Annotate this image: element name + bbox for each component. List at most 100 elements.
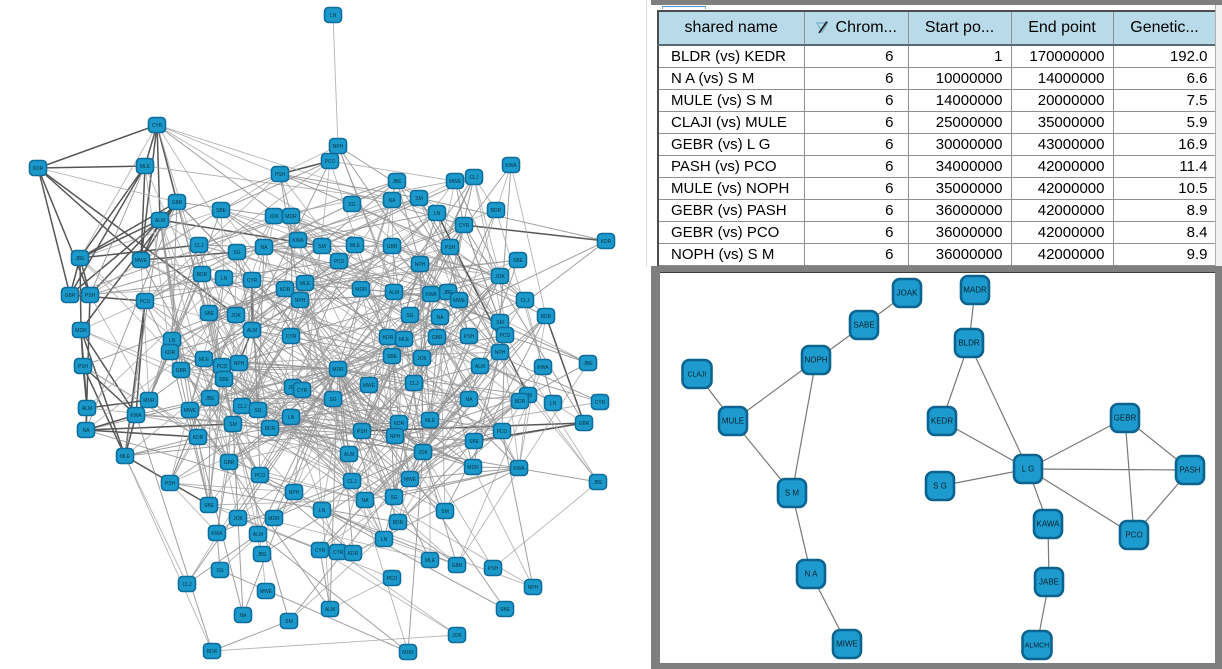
svg-text:KDR: KDR — [383, 335, 394, 341]
svg-text:PSH: PSH — [85, 293, 96, 299]
svg-text:LN: LN — [221, 276, 228, 282]
svg-text:PASH: PASH — [1179, 466, 1200, 475]
svg-text:MWE: MWE — [184, 408, 197, 414]
svg-text:LN: LN — [169, 338, 176, 344]
svg-text:NA: NA — [362, 498, 370, 504]
svg-text:LN: LN — [288, 415, 295, 421]
svg-text:PCO: PCO — [217, 364, 228, 370]
svg-text:N A: N A — [805, 570, 819, 579]
svg-text:GBR: GBR — [387, 244, 398, 250]
svg-text:SG: SG — [348, 202, 355, 208]
svg-text:CLJ: CLJ — [470, 175, 479, 181]
svg-text:JBE: JBE — [392, 179, 402, 185]
svg-text:SBE: SBE — [500, 607, 511, 613]
svg-text:PSH: PSH — [464, 334, 475, 340]
svg-text:KWA: KWA — [537, 365, 549, 371]
svg-text:MIWE: MIWE — [836, 640, 858, 649]
svg-text:KEDR: KEDR — [931, 417, 953, 426]
svg-text:MDR: MDR — [402, 650, 414, 656]
svg-text:MLE: MLE — [199, 357, 210, 363]
svg-text:SG: SG — [233, 250, 240, 256]
svg-text:SG: SG — [406, 313, 413, 319]
svg-text:PCO: PCO — [500, 333, 511, 339]
svg-text:LN: LN — [434, 211, 441, 217]
svg-text:JOAK: JOAK — [897, 289, 919, 298]
svg-text:SM: SM — [318, 244, 326, 250]
svg-text:JOK: JOK — [269, 214, 279, 220]
svg-text:NPH: NPH — [289, 490, 300, 496]
svg-text:NPH: NPH — [234, 361, 245, 367]
svg-text:KDR: KDR — [165, 350, 176, 356]
svg-text:PSH: PSH — [165, 481, 176, 487]
svg-text:SM: SM — [496, 320, 504, 326]
svg-text:PSH: PSH — [357, 429, 368, 435]
svg-text:BDR: BDR — [207, 649, 218, 655]
svg-text:JOK: JOK — [418, 450, 428, 456]
svg-text:CYR: CYR — [333, 550, 344, 556]
svg-text:SBE: SBE — [513, 258, 524, 264]
svg-text:GBR: GBR — [452, 563, 463, 569]
svg-text:S M: S M — [785, 489, 800, 498]
svg-text:KDR: KDR — [33, 166, 44, 172]
svg-text:GBR: GBR — [65, 293, 76, 299]
svg-text:MLE: MLE — [425, 418, 436, 424]
svg-text:SM: SM — [441, 509, 449, 515]
svg-text:KDR: KDR — [280, 287, 291, 293]
svg-text:NPH: NPH — [390, 434, 401, 440]
svg-text:SBE: SBE — [469, 439, 480, 445]
svg-text:NA: NA — [240, 613, 248, 619]
svg-text:NA: NA — [83, 428, 91, 434]
svg-text:CLJ: CLJ — [238, 404, 247, 410]
svg-text:MWE: MWE — [404, 477, 417, 483]
svg-text:MWE: MWE — [453, 298, 466, 304]
svg-text:MDR: MDR — [75, 328, 87, 334]
svg-text:CLJ: CLJ — [195, 243, 204, 249]
svg-text:LN: LN — [381, 537, 388, 543]
svg-text:SM: SM — [285, 619, 293, 625]
svg-text:CLJ: CLJ — [521, 298, 530, 304]
svg-text:MDR: MDR — [285, 214, 297, 220]
svg-text:ALM: ALM — [155, 218, 165, 224]
svg-text:CYR: CYR — [459, 223, 470, 229]
svg-text:MLE: MLE — [425, 558, 436, 564]
svg-text:PSH: PSH — [78, 364, 89, 370]
svg-text:KWA: KWA — [505, 163, 517, 169]
svg-text:SG: SG — [390, 495, 397, 501]
svg-text:PSH: PSH — [275, 172, 286, 178]
svg-text:KDR: KDR — [394, 421, 405, 427]
svg-text:JBE: JBE — [205, 396, 215, 402]
svg-text:SG: SG — [254, 408, 261, 414]
svg-text:MDR: MDR — [355, 287, 367, 293]
svg-text:MWE: MWE — [449, 179, 462, 185]
svg-text:L G: L G — [1022, 465, 1035, 474]
svg-text:ALM: ALM — [247, 328, 257, 334]
svg-text:GEBR: GEBR — [1114, 414, 1137, 423]
svg-text:BDR: BDR — [541, 314, 552, 320]
svg-text:CLJ: CLJ — [348, 479, 357, 485]
svg-text:JBE: JBE — [583, 361, 593, 367]
svg-text:S G: S G — [933, 482, 947, 491]
svg-text:PCO: PCO — [497, 429, 508, 435]
svg-text:SABE: SABE — [853, 321, 874, 330]
svg-text:NA: NA — [466, 397, 474, 403]
svg-text:MULE: MULE — [722, 417, 744, 426]
svg-text:NA: NA — [389, 198, 397, 204]
svg-text:JOK: JOK — [417, 356, 427, 362]
svg-text:GBR: GBR — [172, 200, 183, 206]
svg-text:PCO: PCO — [140, 299, 151, 305]
svg-text:JBE: JBE — [257, 552, 267, 558]
svg-text:PSH: PSH — [488, 566, 499, 572]
svg-text:SBE: SBE — [204, 503, 215, 509]
svg-text:MLE: MLE — [300, 281, 311, 287]
svg-text:CYR: CYR — [286, 334, 297, 340]
svg-text:BDR: BDR — [393, 520, 404, 526]
svg-text:SBE: SBE — [387, 354, 398, 360]
svg-text:KAWA: KAWA — [1037, 520, 1061, 529]
svg-text:PCO: PCO — [334, 259, 345, 265]
svg-text:GBR: GBR — [176, 368, 187, 374]
svg-text:SM: SM — [415, 196, 423, 202]
svg-text:JBE: JBE — [443, 290, 453, 296]
svg-text:CYR: CYR — [315, 548, 326, 554]
svg-text:NA: NA — [261, 245, 269, 251]
svg-text:NPH: NPH — [415, 262, 426, 268]
